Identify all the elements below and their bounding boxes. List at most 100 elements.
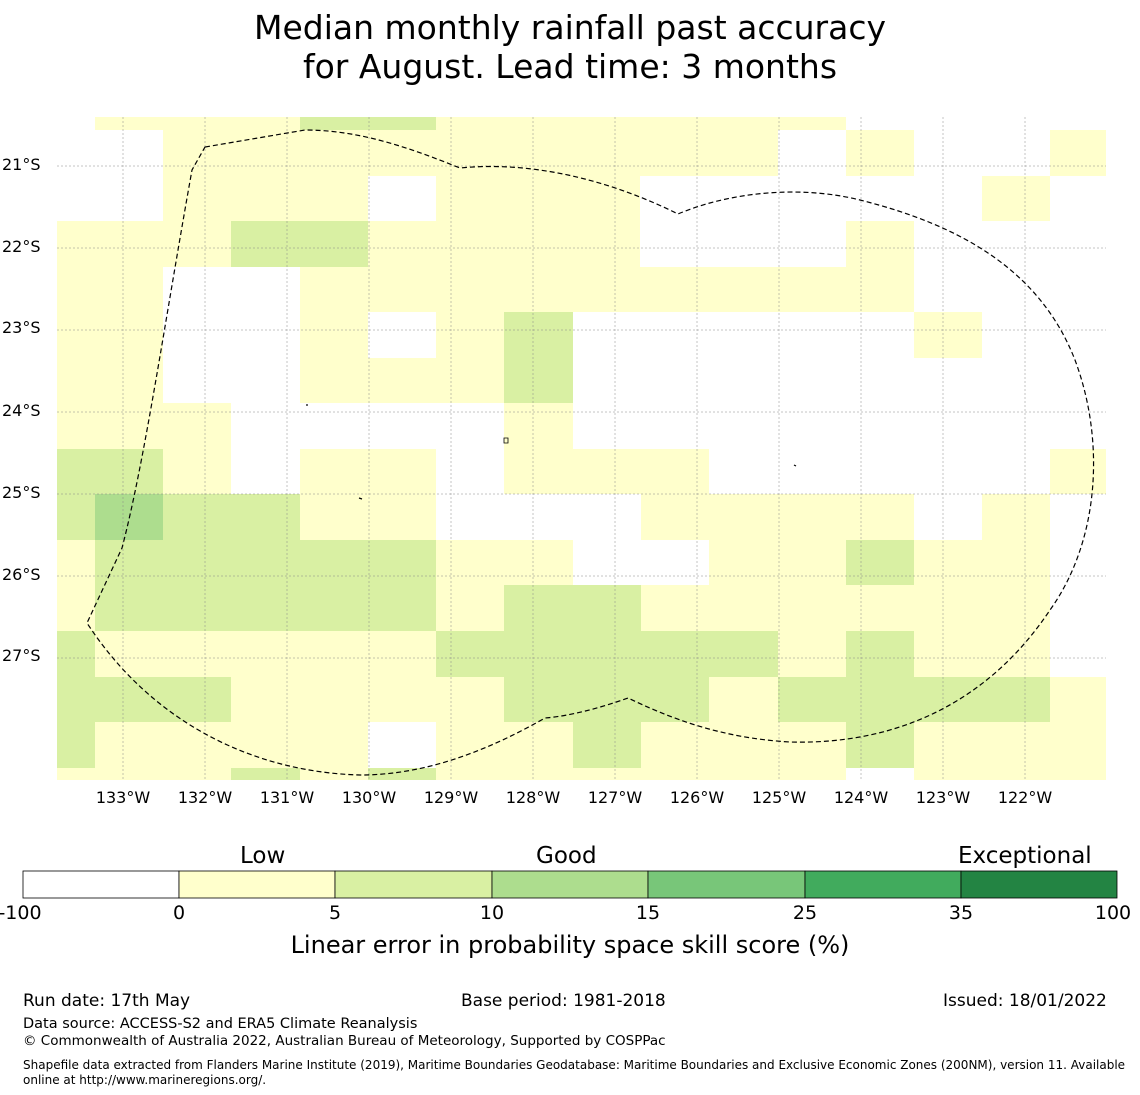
lat-label: 26°S xyxy=(2,565,41,584)
colorbar-tick: 15 xyxy=(635,902,661,924)
colorbar-swatch xyxy=(178,870,336,899)
map-title-line1: Median monthly rainfall past accuracy xyxy=(253,8,887,47)
grid-cell xyxy=(504,677,709,722)
grid-cell xyxy=(982,494,1050,540)
grid-cell xyxy=(57,312,163,358)
grid-cell xyxy=(846,130,914,176)
colorbar-swatch xyxy=(22,870,180,899)
grid-cell xyxy=(778,677,1050,722)
eez-boundary xyxy=(86,129,1095,776)
grid-cell xyxy=(231,176,368,221)
map-gridlines xyxy=(57,117,1106,780)
grid-cell xyxy=(436,768,846,780)
grid-cell xyxy=(57,403,231,449)
grid-cell xyxy=(163,449,231,494)
shapefile-credit-line1: Shapefile data extracted from Flanders M… xyxy=(23,1058,1126,1072)
copyright: © Commonwealth of Australia 2022, Austra… xyxy=(23,1033,666,1049)
lat-label: 23°S xyxy=(2,318,41,337)
lon-label: 127°W xyxy=(587,788,643,807)
lat-label: 22°S xyxy=(2,237,41,256)
grid-cell xyxy=(914,631,1050,677)
grid-cell xyxy=(57,449,163,494)
grid-cell xyxy=(436,117,778,130)
map-title-line2: for August. Lead time: 3 months xyxy=(302,47,838,86)
colorbar-tick: 10 xyxy=(479,902,505,924)
grid-cell xyxy=(504,403,573,449)
lon-label: 130°W xyxy=(341,788,397,807)
grid-cell xyxy=(846,221,914,267)
grid-cell xyxy=(914,768,1106,780)
grid-cell xyxy=(300,312,368,358)
grid-cell xyxy=(778,117,846,130)
lon-label: 129°W xyxy=(423,788,479,807)
colorbar-swatch xyxy=(334,870,493,899)
lat-label: 24°S xyxy=(2,401,41,420)
grid-cell xyxy=(57,585,95,631)
grid-cell xyxy=(914,312,982,358)
grid-cell xyxy=(300,358,504,403)
island xyxy=(358,497,363,500)
lon-label: 126°W xyxy=(669,788,725,807)
colorbar-tick: 0 xyxy=(172,902,186,924)
grid-cell xyxy=(641,722,846,768)
grid-cell xyxy=(57,768,231,780)
grid-cell xyxy=(436,312,504,358)
grid-cell xyxy=(504,312,573,358)
grid-cell xyxy=(57,358,163,403)
colorbar-tick: -100 xyxy=(0,902,42,924)
lon-label: 128°W xyxy=(505,788,561,807)
grid-cell xyxy=(436,176,640,221)
colorbar-category-low: Low xyxy=(240,843,286,869)
grid-cell xyxy=(436,540,573,585)
issued-date: Issued: 18/01/2022 xyxy=(943,991,1107,1011)
grid-cell xyxy=(914,540,1050,585)
grid-cell xyxy=(300,117,436,130)
grid-cell xyxy=(436,722,573,768)
grid-cell xyxy=(641,585,1050,631)
lon-label: 125°W xyxy=(751,788,807,807)
lon-label: 122°W xyxy=(997,788,1053,807)
base-period: Base period: 1981-2018 xyxy=(461,991,666,1011)
grid-cell xyxy=(436,631,778,677)
grid-cell xyxy=(231,768,300,780)
grid-cell xyxy=(95,722,368,768)
grid-cell xyxy=(57,722,95,768)
lon-label: 123°W xyxy=(915,788,971,807)
grid-cell xyxy=(57,267,163,312)
grid-cell xyxy=(163,494,300,540)
colorbar-swatch xyxy=(960,870,1118,899)
colorbar-category-good: Good xyxy=(536,843,597,869)
lon-label: 124°W xyxy=(833,788,889,807)
lat-label: 27°S xyxy=(2,646,41,665)
grid-cell xyxy=(778,631,846,677)
shapefile-credit-line2: online at http://www.marineregions.org/. xyxy=(23,1073,267,1087)
grid-cell xyxy=(163,117,300,130)
grid-cell xyxy=(57,540,95,585)
island xyxy=(793,464,797,467)
grid-cell xyxy=(914,722,1106,768)
grid-cell xyxy=(57,221,231,267)
island xyxy=(503,437,509,444)
grid-cell xyxy=(300,494,436,540)
grid-cell xyxy=(300,130,778,176)
grid-cell xyxy=(300,449,436,494)
colorbar-category-exceptional: Exceptional xyxy=(958,843,1092,869)
grid-cell xyxy=(368,221,640,267)
grid-cell xyxy=(368,768,436,780)
grid-cell xyxy=(709,540,846,585)
grid-cell xyxy=(641,494,914,540)
grid-cell xyxy=(95,631,436,677)
grid-cell xyxy=(504,585,641,631)
grid-cell xyxy=(846,540,914,585)
grid-cells xyxy=(57,117,1106,780)
grid-cell xyxy=(1050,130,1106,176)
colorbar-swatch xyxy=(647,870,806,899)
grid-cell xyxy=(57,631,95,677)
colorbar-tick: 25 xyxy=(792,902,818,924)
grid-cell xyxy=(1050,677,1106,722)
lon-label: 133°W xyxy=(95,788,151,807)
grid-cell xyxy=(504,449,709,494)
grid-cell xyxy=(95,540,436,585)
lon-label: 132°W xyxy=(177,788,233,807)
